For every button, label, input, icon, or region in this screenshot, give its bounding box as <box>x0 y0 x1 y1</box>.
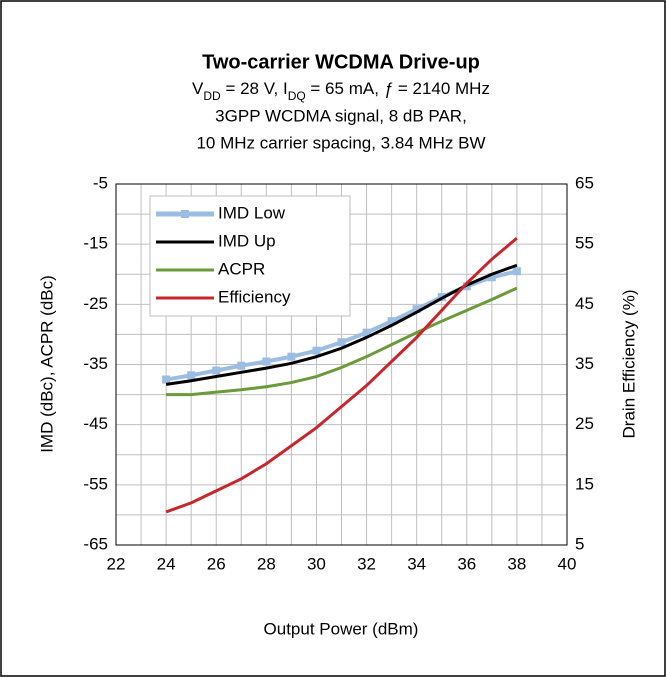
x-tick-label: 38 <box>507 554 526 573</box>
subtitle-part: = 65 mA, <box>306 79 384 98</box>
marker <box>512 267 521 276</box>
marker <box>287 352 296 361</box>
marker <box>412 305 421 314</box>
y-tick-label: -35 <box>83 354 108 373</box>
y-tick-label: -25 <box>83 294 108 313</box>
x-tick-label: 36 <box>457 554 476 573</box>
legend-label: IMD Low <box>218 203 286 222</box>
marker <box>362 328 371 337</box>
subtitle-part: V <box>192 79 204 98</box>
marker <box>237 361 246 370</box>
y2-axis-label: Drain Efficiency (%) <box>619 290 638 439</box>
marker <box>162 375 171 384</box>
x-axis-label: Output Power (dBm) <box>264 619 419 638</box>
y2-tick-label: 15 <box>575 474 594 493</box>
marker <box>387 317 396 326</box>
y2-tick-label: 25 <box>575 414 594 433</box>
marker <box>262 357 271 366</box>
y-tick-label: -45 <box>83 414 108 433</box>
y-tick-label: -15 <box>83 234 108 253</box>
x-tick-label: 40 <box>558 554 577 573</box>
legend-label: IMD Up <box>218 231 276 250</box>
y-axis-label: IMD (dBc), ACPR (dBc) <box>37 275 56 453</box>
subtitle-part: = 2140 MHz <box>393 79 490 98</box>
chart-title: Two-carrier WCDMA Drive-up <box>202 51 480 73</box>
series-line <box>166 286 518 397</box>
y2-tick-label: 65 <box>575 173 594 192</box>
y-tick-label: -5 <box>93 173 108 192</box>
marker <box>337 338 346 347</box>
chart-subtitle: 3GPP WCDMA signal, 8 dB PAR, <box>215 106 467 125</box>
y-tick-label: -55 <box>83 474 108 493</box>
y-tick-label: -65 <box>83 534 108 553</box>
subtitle-part: DD <box>203 89 221 103</box>
y2-tick-label: 35 <box>575 354 594 373</box>
marker <box>487 273 496 282</box>
marker <box>212 366 221 375</box>
marker <box>187 371 196 380</box>
marker <box>312 346 321 355</box>
x-tick-label: 28 <box>257 554 276 573</box>
chart-subtitle: 10 MHz carrier spacing, 3.84 MHz BW <box>196 133 485 152</box>
x-tick-label: 32 <box>357 554 376 573</box>
x-tick-label: 34 <box>407 554 426 573</box>
x-tick-label: 26 <box>207 554 226 573</box>
chart-subtitle: VDD = 28 V, IDQ = 65 mA, ƒ = 2140 MHz <box>192 79 490 103</box>
x-tick-label: 22 <box>107 554 126 573</box>
legend-label: ACPR <box>218 259 265 278</box>
plot-border <box>115 183 568 546</box>
x-tick-label: 24 <box>157 554 176 573</box>
series-line <box>165 237 518 514</box>
series-line <box>165 263 518 386</box>
subtitle-part: = 28 V, I <box>221 79 288 98</box>
subtitle-part: ƒ <box>384 79 393 98</box>
subtitle-part: DQ <box>288 89 306 103</box>
y2-tick-label: 5 <box>575 534 584 553</box>
y2-tick-label: 55 <box>575 234 594 253</box>
legend-label: Efficiency <box>218 287 291 306</box>
x-tick-label: 30 <box>307 554 326 573</box>
y2-tick-label: 45 <box>575 294 594 313</box>
legend-marker <box>181 210 189 218</box>
